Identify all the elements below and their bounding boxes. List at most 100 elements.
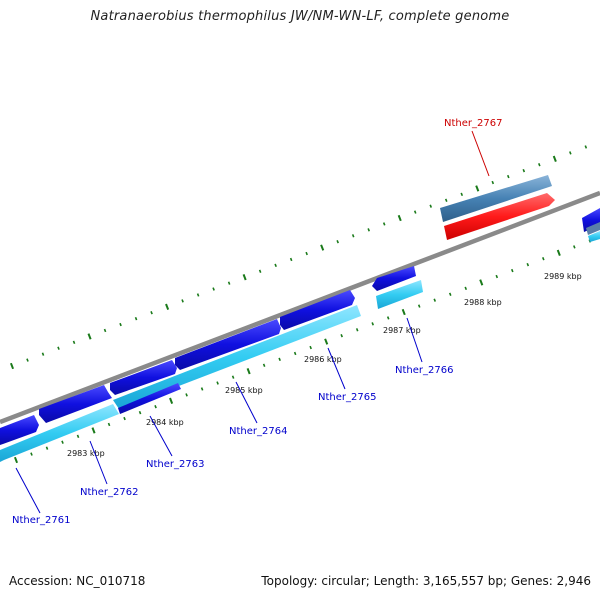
gene-label[interactable]: Nther_2765 [318, 392, 376, 403]
minor-tick [433, 298, 437, 302]
gene-label[interactable]: Nther_2762 [80, 487, 138, 498]
genome-backbone [0, 190, 600, 425]
tick-labels: 2983 kbp 2984 kbp 2985 kbp 2986 kbp 2987… [67, 272, 582, 458]
gene-arrow[interactable] [444, 193, 555, 240]
minor-tick [227, 281, 231, 285]
leader-line [89, 440, 108, 485]
minor-tick [569, 151, 572, 155]
minor-tick [510, 268, 514, 273]
minor-tick [41, 352, 45, 356]
gene-arrow[interactable] [175, 319, 281, 370]
minor-tick [57, 346, 60, 350]
tick-label: 2984 kbp [146, 418, 184, 427]
major-tick [397, 214, 402, 222]
minor-tick [573, 245, 576, 249]
gene-label[interactable]: Nther_2763 [146, 459, 204, 470]
minor-tick [351, 234, 355, 238]
leader-line [327, 347, 346, 390]
map-title: Natranaerobius thermophilus JW/NM-WN-LF,… [90, 9, 510, 24]
leader-line [235, 381, 258, 424]
tick-marks [9, 145, 592, 464]
minor-tick [231, 375, 235, 379]
leader-line [149, 415, 173, 457]
minor-tick [491, 180, 495, 185]
gene-arrow[interactable] [39, 385, 112, 423]
leader-line [471, 130, 490, 177]
major-tick [556, 249, 561, 256]
major-tick [479, 279, 484, 286]
minor-tick [289, 257, 293, 262]
minor-tick [584, 145, 588, 149]
gene-label[interactable]: Nther_2766 [395, 365, 453, 376]
gene-arrow[interactable] [110, 360, 177, 395]
tick-label: 2989 kbp [544, 272, 582, 281]
minor-tick [309, 345, 312, 350]
minor-tick [526, 262, 530, 267]
minor-tick [119, 322, 122, 327]
genome-summary-text: Topology: circular; Length: 3,165,557 bp… [261, 574, 591, 588]
minor-tick [262, 363, 266, 367]
minor-tick [495, 274, 499, 279]
minor-tick [61, 440, 64, 444]
major-tick [475, 185, 480, 192]
minor-tick [417, 304, 421, 308]
minor-tick [382, 222, 386, 226]
minor-tick [200, 387, 204, 391]
minor-tick [538, 163, 541, 167]
minor-tick [336, 240, 339, 244]
minor-tick [185, 393, 188, 397]
gene-arrow[interactable] [113, 305, 361, 409]
forward-genes [0, 208, 600, 445]
gene-arrow[interactable] [588, 231, 600, 242]
tick-label: 2986 kbp [304, 355, 342, 364]
minor-tick [522, 168, 526, 173]
minor-tick [45, 446, 49, 450]
minor-tick [150, 311, 153, 315]
minor-tick [216, 381, 219, 385]
tick-label: 2983 kbp [67, 449, 105, 458]
gene-arrow[interactable] [586, 222, 600, 235]
gene-arrow[interactable] [376, 280, 423, 309]
minor-tick [371, 322, 374, 326]
minor-tick [123, 416, 126, 421]
gene-arrow[interactable] [372, 266, 416, 291]
major-tick [13, 456, 19, 464]
minor-tick [196, 293, 200, 297]
gene-arrow[interactable] [0, 415, 39, 445]
major-tick [242, 274, 247, 281]
minor-tick [107, 422, 111, 427]
gene-label[interactable]: Nther_2764 [229, 426, 287, 437]
minor-tick [212, 287, 215, 291]
minor-tick [26, 358, 29, 362]
gene-arrow[interactable] [118, 383, 181, 414]
minor-tick [305, 251, 308, 256]
gene-labels: Nther_2761 Nther_2762 Nther_2763 Nther_2… [12, 118, 502, 526]
label-leaders [15, 130, 490, 514]
major-tick [165, 303, 170, 310]
major-tick [246, 368, 251, 375]
minor-tick [154, 405, 157, 409]
major-tick [401, 308, 406, 316]
minor-tick [30, 452, 33, 456]
minor-tick [367, 228, 370, 232]
major-tick [9, 362, 15, 370]
minor-tick [460, 192, 464, 197]
gene-label[interactable]: Nther_2761 [12, 515, 70, 526]
minor-tick [506, 174, 510, 179]
gene-arrow[interactable] [0, 404, 119, 462]
minor-tick [444, 198, 448, 202]
minor-tick [464, 286, 468, 291]
major-tick [169, 397, 174, 404]
minor-tick [448, 292, 452, 296]
gene-label[interactable]: Nther_2767 [444, 118, 502, 129]
minor-tick [103, 328, 107, 333]
minor-tick [542, 257, 545, 261]
major-tick [552, 155, 557, 162]
minor-tick [72, 340, 76, 345]
major-tick [324, 338, 329, 345]
minor-tick [258, 269, 262, 273]
gene-arrow[interactable] [440, 175, 552, 222]
gene-arrow[interactable] [280, 290, 355, 330]
leader-line [15, 467, 41, 514]
